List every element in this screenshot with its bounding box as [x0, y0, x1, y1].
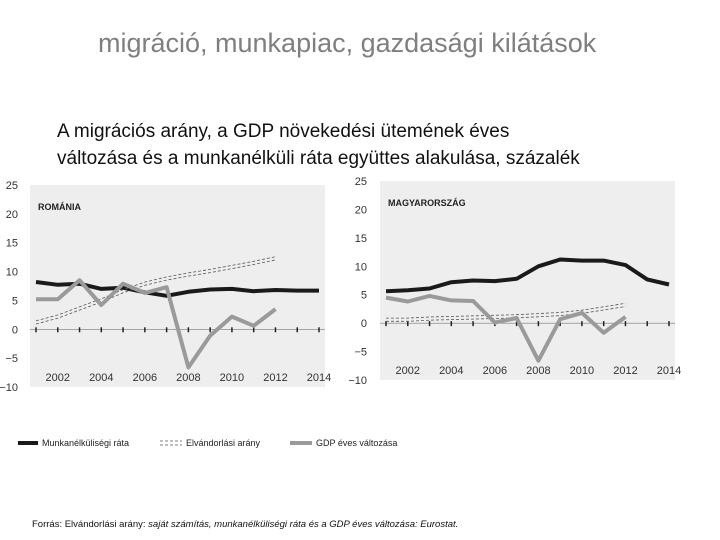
- x-tick-label: 2014: [657, 365, 681, 377]
- x-tick-label: 2004: [89, 372, 113, 384]
- y-tick-label: 5: [361, 290, 367, 302]
- y-tick-label: 15: [355, 233, 367, 245]
- x-tick-label: 2002: [396, 365, 420, 377]
- plot-area: [30, 185, 325, 387]
- y-tick-label: 10: [355, 261, 367, 273]
- x-tick-label: 2012: [263, 372, 287, 384]
- series-line-emigration: [35, 256, 276, 322]
- x-tick-label: 2010: [570, 365, 594, 377]
- y-tick-label: 20: [355, 204, 367, 216]
- plot-area: [380, 181, 675, 380]
- y-tick-label: −10: [348, 375, 367, 387]
- y-tick-label: −10: [0, 382, 18, 394]
- x-tick-label: 2004: [439, 365, 463, 377]
- x-tick-label: 2002: [46, 372, 70, 384]
- series-line-gdp: [36, 278, 277, 370]
- chart-title-line-1: A migrációs arány, a GDP növekedési ütem…: [57, 121, 510, 142]
- page-title: migráció, munkapiac, gazdasági kilátások: [98, 28, 597, 58]
- x-tick-label: 2008: [526, 365, 550, 377]
- y-tick-label: 0: [361, 318, 367, 330]
- y-tick-label: 15: [6, 238, 18, 250]
- chart-hungary: 25 20 15 10 5 0 −5 −10 2002 2004 2006 2008 2010 2012 2…: [348, 176, 681, 387]
- panel-title: ROMÁNIA: [38, 202, 81, 212]
- y-tick-label: 20: [6, 209, 18, 221]
- y-tick-label: 10: [6, 267, 18, 279]
- series-line-emigration: [35, 259, 276, 325]
- x-tick-label: 2014: [307, 372, 331, 384]
- chart-title-line-2: változása és a munkanélküli ráta együtte…: [57, 148, 580, 169]
- source-prefix: Forrás: Elvándorlási arány:: [32, 519, 149, 530]
- legend: Munkanélküliségi ráta Elvándorlási arány…: [18, 438, 397, 448]
- legend-label-emigration: Elvándorlási arány: [186, 438, 261, 448]
- x-tick-label: 2006: [133, 372, 157, 384]
- y-tick-label: 0: [12, 324, 18, 336]
- source-italic: saját számítás, munkanélküliségi ráta és…: [148, 519, 459, 530]
- legend-label-unemployment: Munkanélküliségi ráta: [42, 438, 129, 448]
- x-tick-label: 2012: [613, 365, 637, 377]
- x-tick-label: 2008: [176, 372, 200, 384]
- y-tick-label: 5: [12, 295, 18, 307]
- source-note: Forrás: Elvándorlási arány: saját számít…: [32, 519, 458, 530]
- chart-title: A migrációs arány, a GDP növekedési ütem…: [57, 118, 697, 172]
- x-tick-label: 2010: [220, 372, 244, 384]
- panel-title: MAGYARORSZÁG: [388, 198, 466, 208]
- series-line-gdp: [385, 293, 627, 363]
- series-line-unemployment: [385, 257, 670, 294]
- y-tick-label: 25: [6, 180, 18, 192]
- legend-label-gdp: GDP éves változása: [316, 438, 397, 448]
- y-tick-label: −5: [354, 347, 367, 359]
- y-tick-label: 25: [355, 176, 367, 188]
- y-tick-label: −5: [5, 353, 18, 365]
- chart-romania: 25 20 15 10 5 0 −5 −10 2002 2004 2006 2008 2010 2012 2…: [0, 180, 331, 394]
- x-tick-label: 2006: [483, 365, 507, 377]
